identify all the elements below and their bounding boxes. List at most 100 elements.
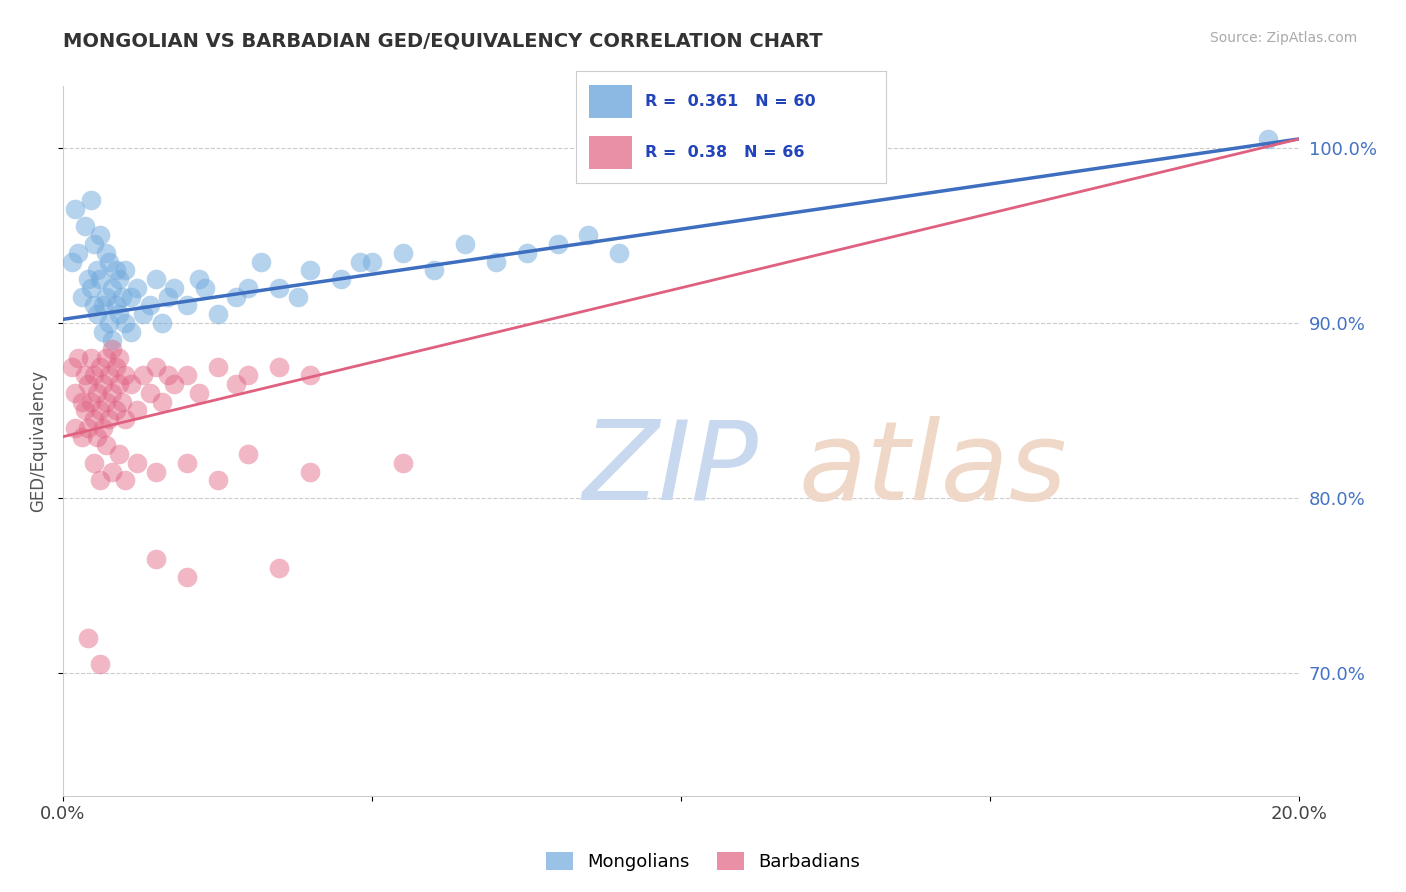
- Text: ZIP: ZIP: [582, 416, 758, 523]
- Point: [299, 368, 322, 383]
- Point: [114, 263, 136, 277]
- Point: [67, 245, 90, 260]
- Point: [65, 202, 87, 216]
- Point: [107, 351, 129, 365]
- Point: [86, 385, 108, 400]
- Point: [120, 289, 142, 303]
- Point: [225, 377, 247, 392]
- Point: [98, 368, 121, 383]
- Point: [91, 325, 114, 339]
- Point: [207, 307, 229, 321]
- Point: [73, 403, 96, 417]
- Point: [89, 359, 111, 374]
- Point: [269, 359, 291, 374]
- Point: [392, 245, 415, 260]
- Point: [101, 334, 124, 348]
- Point: [86, 263, 108, 277]
- Point: [423, 263, 446, 277]
- Point: [80, 351, 103, 365]
- Point: [98, 412, 121, 426]
- Point: [80, 193, 103, 207]
- Point: [163, 377, 186, 392]
- Point: [250, 254, 273, 268]
- Point: [194, 281, 217, 295]
- Point: [107, 307, 129, 321]
- Point: [127, 456, 149, 470]
- Point: [607, 245, 630, 260]
- Point: [104, 403, 127, 417]
- Point: [65, 385, 87, 400]
- Point: [145, 359, 167, 374]
- Point: [80, 281, 103, 295]
- Point: [485, 254, 508, 268]
- Point: [104, 263, 127, 277]
- Point: [83, 298, 105, 312]
- Point: [96, 438, 118, 452]
- Point: [96, 394, 118, 409]
- Point: [150, 316, 173, 330]
- Point: [547, 237, 569, 252]
- Point: [516, 245, 538, 260]
- Point: [96, 351, 118, 365]
- Point: [101, 281, 124, 295]
- Point: [65, 421, 87, 435]
- Point: [176, 456, 198, 470]
- Point: [120, 325, 142, 339]
- Point: [60, 254, 83, 268]
- Text: atlas: atlas: [799, 416, 1067, 523]
- Text: MONGOLIAN VS BARBADIAN GED/EQUIVALENCY CORRELATION CHART: MONGOLIAN VS BARBADIAN GED/EQUIVALENCY C…: [63, 31, 823, 50]
- Point: [269, 281, 291, 295]
- Point: [188, 272, 211, 286]
- Point: [83, 368, 105, 383]
- Point: [207, 359, 229, 374]
- Point: [73, 219, 96, 234]
- Point: [76, 631, 98, 645]
- Point: [120, 377, 142, 392]
- Point: [299, 465, 322, 479]
- Point: [132, 307, 155, 321]
- Point: [392, 456, 415, 470]
- Point: [101, 465, 124, 479]
- Point: [361, 254, 384, 268]
- Point: [76, 421, 98, 435]
- Point: [80, 394, 103, 409]
- Point: [73, 368, 96, 383]
- Point: [96, 245, 118, 260]
- Point: [138, 298, 160, 312]
- Point: [96, 289, 118, 303]
- Point: [107, 377, 129, 392]
- Point: [101, 385, 124, 400]
- Point: [107, 447, 129, 461]
- Point: [89, 657, 111, 672]
- Point: [114, 316, 136, 330]
- Point: [89, 474, 111, 488]
- Point: [176, 368, 198, 383]
- Point: [132, 368, 155, 383]
- Point: [330, 272, 353, 286]
- Point: [287, 289, 309, 303]
- Point: [91, 377, 114, 392]
- Point: [145, 272, 167, 286]
- Point: [138, 385, 160, 400]
- Point: [114, 474, 136, 488]
- Point: [157, 368, 180, 383]
- Point: [67, 351, 90, 365]
- Point: [238, 368, 260, 383]
- Point: [83, 456, 105, 470]
- Point: [111, 289, 134, 303]
- Point: [101, 342, 124, 356]
- Point: [176, 570, 198, 584]
- Point: [76, 377, 98, 392]
- Y-axis label: GED/Equivalency: GED/Equivalency: [30, 370, 46, 512]
- Point: [1257, 132, 1279, 146]
- Point: [127, 281, 149, 295]
- Point: [145, 465, 167, 479]
- Point: [114, 368, 136, 383]
- Point: [83, 237, 105, 252]
- Point: [89, 403, 111, 417]
- Point: [70, 430, 93, 444]
- Point: [91, 421, 114, 435]
- Point: [86, 430, 108, 444]
- Point: [114, 412, 136, 426]
- Point: [349, 254, 371, 268]
